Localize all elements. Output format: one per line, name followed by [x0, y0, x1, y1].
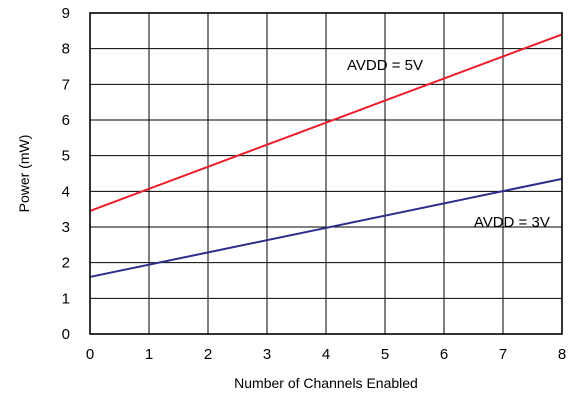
- y-tick-label: 0: [62, 326, 70, 343]
- y-tick-labels: 0 1 2 3 4 5 6 7 8 9: [62, 5, 70, 343]
- x-tick-label: 1: [145, 346, 153, 363]
- y-tick-label: 2: [62, 255, 70, 272]
- x-tick-label: 8: [558, 346, 566, 363]
- y-tick-label: 4: [62, 183, 70, 200]
- series-line-0: [89, 33, 563, 212]
- x-axis-label: Number of Channels Enabled: [234, 375, 418, 391]
- plot-frame: [89, 12, 563, 335]
- y-tick-label: 6: [62, 112, 70, 129]
- series-layer: [89, 33, 563, 278]
- x-tick-label: 6: [440, 346, 448, 363]
- series-label-avdd-5v: AVDD = 5V: [347, 57, 423, 74]
- x-tick-label: 2: [204, 346, 212, 363]
- x-tick-label: 4: [322, 346, 330, 363]
- y-tick-label: 3: [62, 219, 70, 236]
- y-tick-label: 9: [62, 5, 70, 22]
- x-tick-label: 5: [381, 346, 389, 363]
- series-label-avdd-3v: AVDD = 3V: [474, 214, 550, 231]
- y-tick-label: 5: [62, 148, 70, 165]
- y-tick-label: 8: [62, 41, 70, 58]
- x-tick-label: 0: [86, 346, 94, 363]
- x-tick-labels: 0 1 2 3 4 5 6 7 8: [86, 346, 566, 363]
- series-line-1: [89, 177, 563, 278]
- x-tick-label: 7: [499, 346, 507, 363]
- y-tick-label: 7: [62, 76, 70, 93]
- y-axis-label: Power (mW): [16, 135, 32, 213]
- x-tick-label: 3: [263, 346, 271, 363]
- y-tick-label: 1: [62, 290, 70, 307]
